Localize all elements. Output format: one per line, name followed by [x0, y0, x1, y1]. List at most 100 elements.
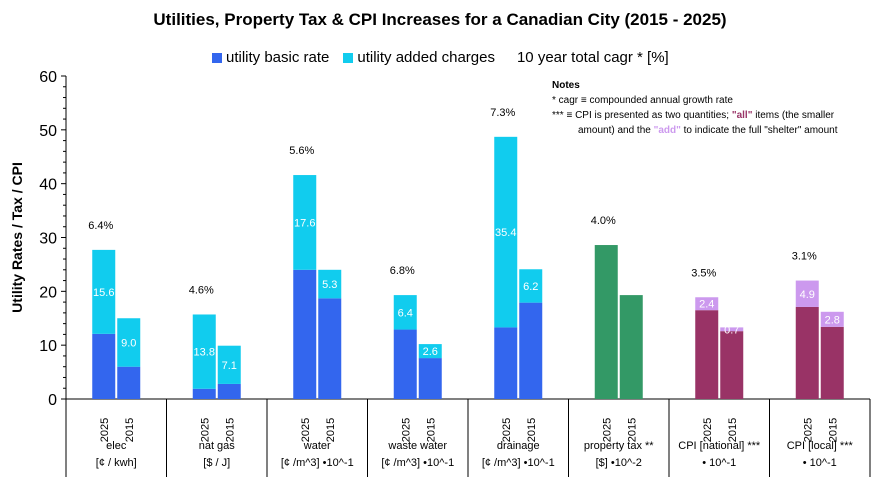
- bar-basic-5-2015: [619, 295, 643, 399]
- y-tick-label: 60: [39, 69, 57, 86]
- data-label-added: 5.3: [322, 279, 337, 291]
- bar-basic-4-2025: [494, 327, 518, 399]
- bar-basic-2-2025: [293, 269, 317, 399]
- x-year-label: 2015: [325, 418, 337, 442]
- bar-basic-7-2025: [795, 306, 819, 399]
- cagr-label: 4.0%: [591, 215, 616, 227]
- cagr-label: 6.4%: [88, 220, 113, 232]
- bar-added-2-2025: [293, 175, 317, 270]
- data-label-added: 13.8: [194, 347, 215, 359]
- data-label-added: 4.9: [800, 289, 815, 301]
- bar-added-0-2015: [117, 318, 141, 367]
- notes-line-3-b: to indicate the full "shelter" amount: [680, 125, 838, 136]
- bar-added-3-2015: [418, 344, 442, 359]
- notes-line-3-a: amount) and the: [578, 125, 654, 136]
- bar-basic-6-2015: [720, 331, 744, 399]
- data-label-added: 0.7: [724, 324, 739, 336]
- data-label-added: 2.8: [825, 314, 840, 326]
- x-category-label: elec: [106, 440, 127, 452]
- notes-all-highlight: "all": [731, 110, 753, 121]
- x-year-label: 2025: [199, 418, 211, 442]
- bar-basic-4-2015: [519, 302, 543, 399]
- x-category-label: nat gas: [199, 440, 236, 452]
- x-unit-label: [$] •10^-2: [596, 457, 642, 469]
- data-label-added: 7.1: [222, 360, 237, 372]
- bar-added-6-2015: [720, 327, 744, 332]
- legend-item-cagr: 10 year total cagr * [%]: [517, 49, 669, 66]
- notes-box: Notes * cagr ≡ compounded annual growth …: [552, 78, 872, 138]
- y-axis-label: Utility Rates / Tax / CPI: [9, 162, 25, 313]
- legend-label-cagr: 10 year total cagr * [%]: [516, 49, 669, 66]
- cagr-label: 7.3%: [490, 107, 515, 119]
- bar-added-0-2025: [92, 249, 116, 334]
- bar-basic-5-2025: [594, 245, 618, 399]
- x-category-label: water: [303, 440, 331, 452]
- bar-added-4-2025: [494, 136, 518, 328]
- legend-item-added: utility added charges: [343, 49, 495, 66]
- bar-basic-1-2015: [217, 383, 241, 399]
- bar-basic-3-2025: [393, 329, 417, 399]
- data-label-added: 17.6: [294, 217, 315, 229]
- x-unit-label: [¢ /m^3] •10^-1: [281, 457, 354, 469]
- bar-added-1-2015: [217, 345, 241, 384]
- x-year-label: 2025: [802, 418, 814, 442]
- notes-line-1: * cagr ≡ compounded annual growth rate: [552, 95, 733, 106]
- legend-swatch-added: [343, 52, 354, 63]
- cagr-label: 6.8%: [390, 265, 415, 277]
- notes-heading: Notes: [552, 80, 580, 91]
- x-category-label: waste water: [387, 440, 447, 452]
- x-year-label: 2025: [400, 418, 412, 442]
- notes-line-2-b: items (the smaller: [752, 110, 835, 121]
- cagr-label: 3.1%: [792, 251, 817, 263]
- x-unit-label: [¢ /m^3] •10^-1: [482, 457, 555, 469]
- x-year-label: 2015: [425, 418, 437, 442]
- x-unit-label: [$ / J]: [203, 457, 230, 469]
- x-category-label: drainage: [497, 440, 540, 452]
- notes-add-highlight: "add": [653, 125, 681, 136]
- bar-basic-6-2025: [695, 310, 719, 399]
- x-unit-label: [¢ /m^3] •10^-1: [381, 457, 454, 469]
- bar-basic-1-2025: [192, 388, 216, 399]
- chart-title: Utilities, Property Tax & CPI Increases …: [153, 10, 727, 29]
- bar-added-1-2025: [192, 314, 216, 389]
- y-tick-label: 20: [39, 284, 57, 301]
- bar-basic-7-2015: [820, 326, 844, 399]
- bar-added-4-2015: [519, 269, 543, 303]
- x-year-label: 2025: [702, 418, 714, 442]
- data-label-added: 15.6: [93, 287, 114, 299]
- x-year-label: 2015: [224, 418, 236, 442]
- y-tick-label: 40: [39, 177, 57, 194]
- x-unit-label: [¢ / kwh]: [96, 457, 137, 469]
- x-category-label: CPI [local] ***: [787, 440, 854, 452]
- x-category-label: property tax **: [584, 440, 654, 452]
- data-label-added: 2.6: [423, 346, 438, 358]
- x-year-label: 2015: [727, 418, 739, 442]
- x-year-label: 2025: [501, 418, 513, 442]
- legend-label-added: utility added charges: [357, 49, 495, 66]
- data-label-added: 35.4: [495, 227, 516, 239]
- x-year-label: 2015: [827, 418, 839, 442]
- x-category-label: CPI [national] ***: [678, 440, 761, 452]
- notes-line-2: *** ≡ CPI is presented as two quantities…: [552, 108, 872, 123]
- x-year-label: 2015: [626, 418, 638, 442]
- legend-item-basic: utility basic rate: [212, 49, 329, 66]
- bar-added-6-2025: [695, 297, 719, 311]
- bar-basic-0-2015: [117, 366, 141, 399]
- notes-line-2-a: *** ≡ CPI is presented as two quantities…: [552, 110, 732, 121]
- data-label-added: 2.4: [699, 299, 714, 311]
- x-year-label: 2025: [300, 418, 312, 442]
- cagr-label: 5.6%: [289, 145, 314, 157]
- bar-added-7-2015: [820, 311, 844, 327]
- y-tick-label: 50: [39, 123, 57, 140]
- x-year-label: 2025: [601, 418, 613, 442]
- cagr-label: 4.6%: [189, 284, 214, 296]
- legend-swatch-basic: [212, 52, 222, 63]
- bar-added-2-2015: [318, 269, 342, 299]
- data-label-added: 9.0: [121, 337, 136, 349]
- x-year-label: 2015: [124, 418, 136, 442]
- x-unit-label: • 10^-1: [803, 457, 837, 469]
- legend: utility basic rate utility added charges…: [212, 49, 683, 66]
- data-label-added: 6.4: [398, 307, 413, 319]
- cagr-label: 3.5%: [691, 267, 716, 279]
